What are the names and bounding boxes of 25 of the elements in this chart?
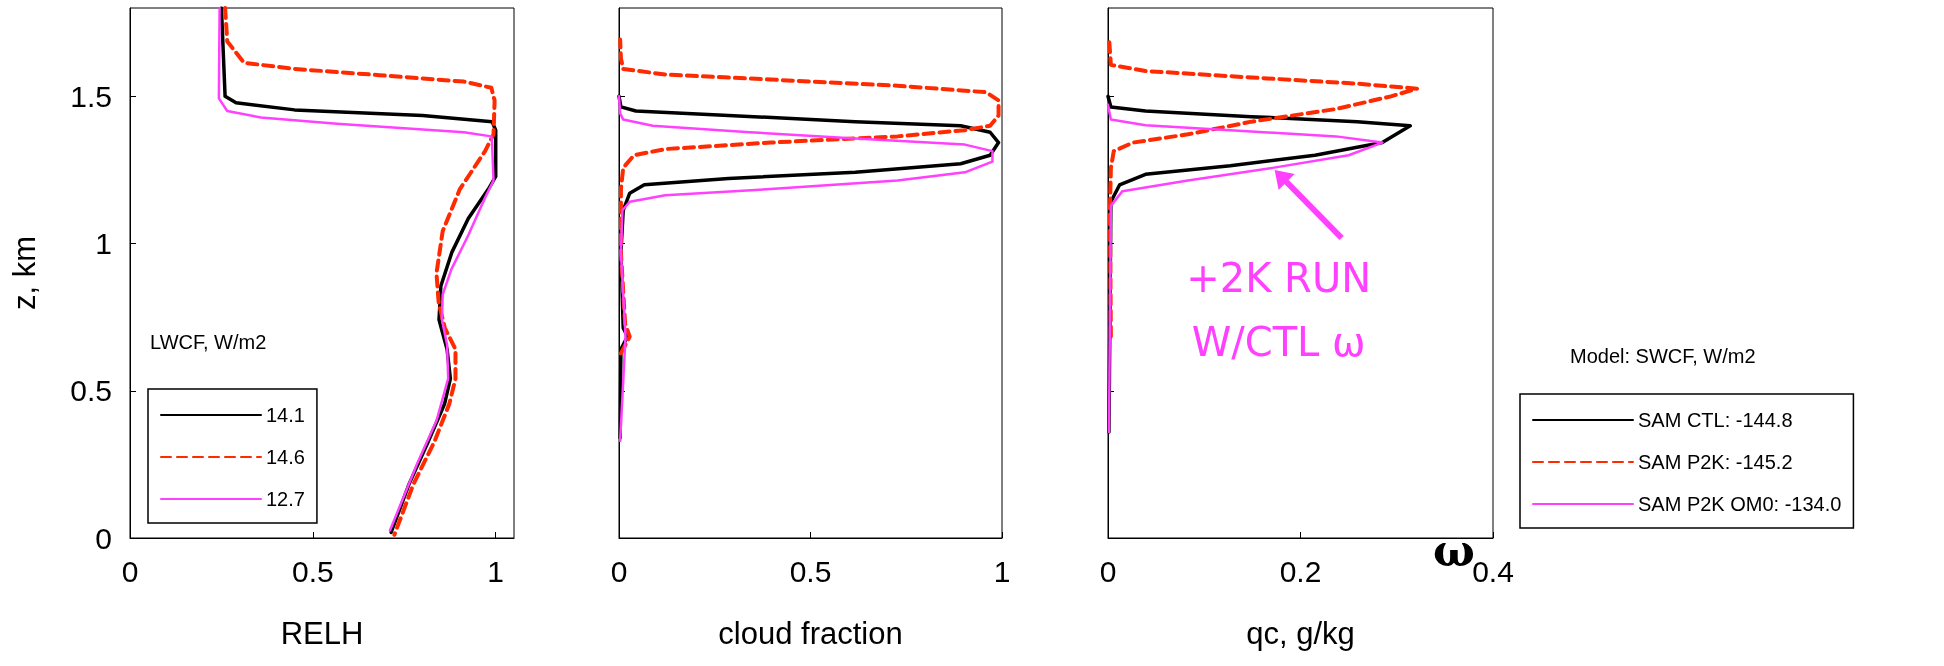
legend-title: Model: SWCF, W/m2 [1570, 345, 1756, 367]
legend-label: SAM P2K: -145.2 [1638, 451, 1793, 473]
y-tick-label: 1.5 [70, 79, 112, 113]
legend-label: SAM CTL: -144.8 [1638, 409, 1793, 431]
legend-label: 12.7 [266, 488, 305, 510]
x-tick-label: 1 [993, 554, 1011, 588]
x-tick-label: 0.2 [1279, 554, 1322, 588]
y-tick-label: 0.5 [70, 374, 112, 408]
x-tick-label: 0 [121, 554, 139, 588]
x-tick-label: 0.5 [789, 554, 832, 588]
annotation: +2K RUN W/CTL ω [1186, 255, 1372, 365]
x-tick-label: 0.5 [292, 554, 334, 588]
legend-label: 14.1 [266, 404, 305, 426]
x-tick-label: 0 [1099, 554, 1117, 588]
legend-title: LWCF, W/m2 [150, 331, 267, 353]
legend-label: SAM P2K OM0: -134.0 [1638, 493, 1842, 515]
y-axis-title: z, km [7, 235, 42, 311]
x-axis-title: cloud fraction [718, 616, 903, 651]
legend-label: 14.6 [266, 446, 305, 468]
x-axis-title: qc, g/kg [1246, 616, 1355, 651]
y-tick-label: 0 [95, 521, 112, 555]
x-axis-title: RELH [280, 616, 364, 651]
x-tick-label: 1 [487, 554, 505, 588]
y-tick-label: 1 [95, 227, 112, 261]
x-tick-label: 0 [610, 554, 628, 588]
